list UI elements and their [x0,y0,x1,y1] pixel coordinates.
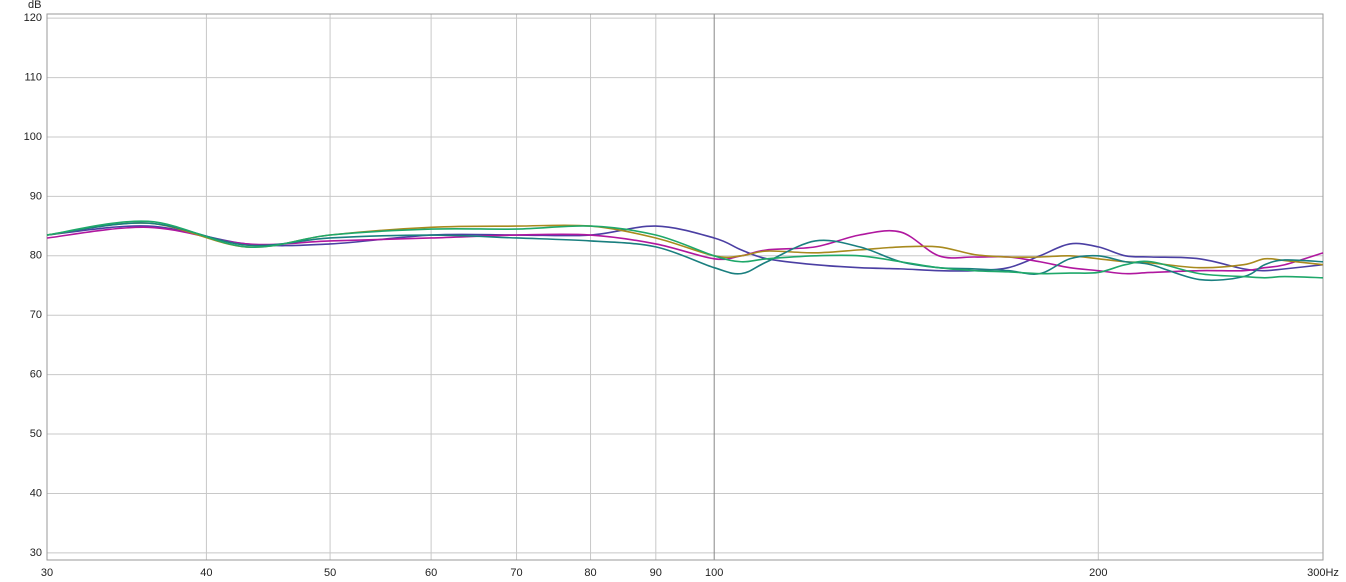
plot-border [46,13,1324,561]
y-tick-label: 50 [30,428,42,440]
series-line [46,226,1324,275]
y-tick-label: 70 [30,309,42,321]
x-tick-label: 50 [324,567,336,579]
y-tick-label: 90 [30,190,42,202]
x-tick-label: 40 [200,567,212,579]
y-tick-label: 40 [30,487,42,499]
x-tick-label: 60 [425,567,437,579]
y-axis-label: dB [28,0,41,11]
x-tick-label: 100 [705,567,723,579]
y-tick-label: 110 [24,71,42,83]
x-tick-label: 300Hz [1307,567,1339,579]
x-tick-label: 70 [510,567,522,579]
series-line [46,222,1324,282]
y-tick-label: 30 [30,547,42,559]
series-line [46,220,1324,279]
y-tick-label: 100 [24,131,42,143]
x-tick-label: 90 [650,567,662,579]
series-line [46,225,1324,272]
x-tick-label: 80 [584,567,596,579]
x-tick-label: 30 [41,567,53,579]
y-tick-label: 120 [24,12,42,24]
x-tick-label: 200 [1089,567,1107,579]
y-tick-label: 80 [30,250,42,262]
y-tick-label: 60 [30,369,42,381]
